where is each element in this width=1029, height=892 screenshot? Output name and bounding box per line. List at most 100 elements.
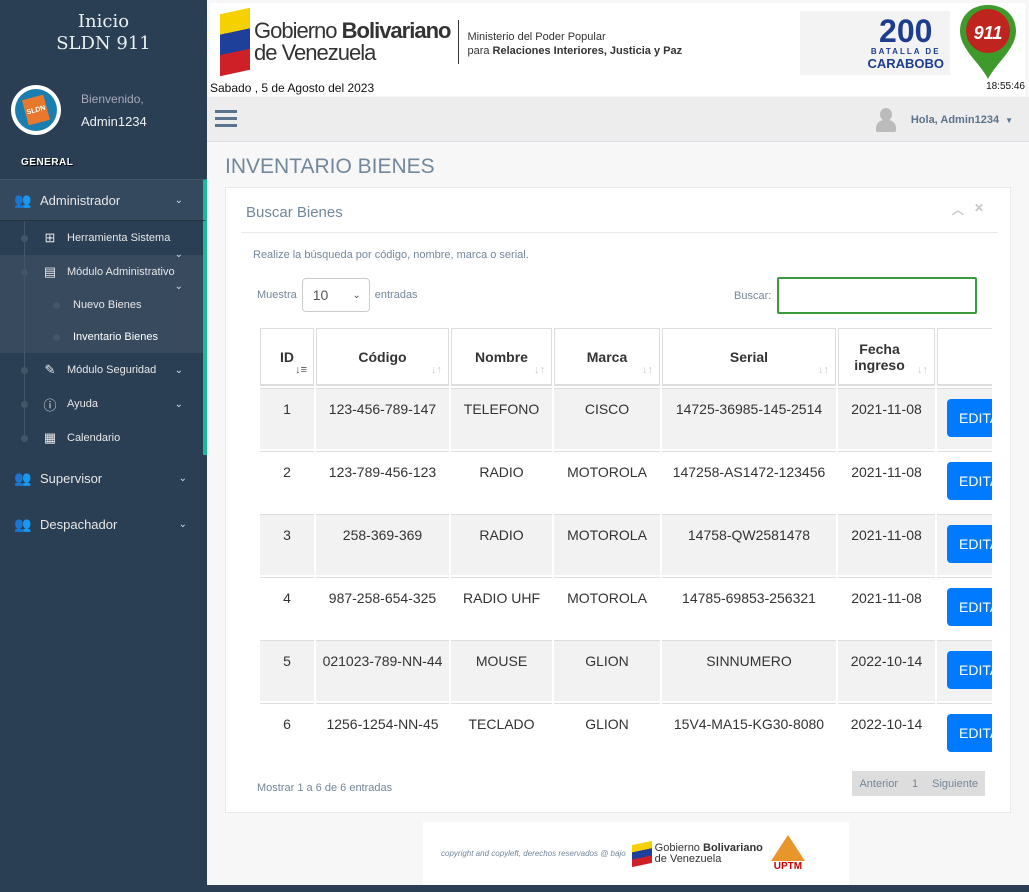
cell-codigo: 021023-789-NN-44: [316, 640, 449, 701]
edit-button[interactable]: EDITAR: [947, 399, 992, 437]
copyright-text: copyright and copyleft, derechos reserva…: [441, 849, 626, 858]
sort-icon: ↓↑: [431, 364, 442, 376]
cell-codigo: 123-789-456-123: [316, 451, 449, 512]
edit-button[interactable]: EDITAR: [947, 714, 992, 752]
users-icon: 👥: [14, 515, 32, 532]
menu-label: Módulo Administrativo: [67, 266, 175, 278]
menu-label: Supervisor: [40, 470, 103, 486]
header-label: Marca: [586, 348, 628, 365]
next-button[interactable]: Siguiente: [932, 777, 978, 790]
length-value: 10: [312, 287, 329, 303]
table-row: 3 258-369-369 RADIO MOTOROLA 14758-QW2581478…: [260, 514, 992, 575]
top-nav: Hola, Admin1234 ▼: [207, 97, 1029, 142]
gob-text: Gobierno: [254, 18, 338, 43]
users-icon: 👥: [14, 469, 32, 486]
menu-label: Inventario Bienes: [73, 331, 158, 343]
cell-action: EDITAR: [937, 577, 992, 638]
cell-nombre: RADIO: [451, 451, 552, 512]
close-icon[interactable]: ✕: [973, 201, 984, 215]
column-header-marca[interactable]: Marca ↓↑: [554, 328, 660, 386]
menu-calendario[interactable]: ▦ Calendario: [0, 421, 203, 455]
column-header-codigo[interactable]: Código ↓↑: [316, 328, 449, 386]
menu-toggle-icon[interactable]: [215, 110, 237, 131]
cell-codigo: 987-258-654-325: [316, 577, 449, 638]
column-header-actions: [937, 328, 992, 386]
cell-marca: CISCO: [554, 388, 660, 449]
edit-button[interactable]: EDITAR: [947, 651, 992, 689]
cell-nombre: TELEFONO: [451, 388, 552, 449]
edit-button[interactable]: EDITAR: [947, 525, 992, 563]
column-header-fecha[interactable]: Fecha ingreso ↓↑: [838, 328, 935, 386]
site-title-link[interactable]: Inicio SLDN 911: [0, 0, 207, 55]
cell-marca: MOTOROLA: [554, 577, 660, 638]
cell-nombre: TECLADO: [451, 703, 552, 764]
panel-title: Buscar Bienes: [246, 204, 343, 221]
header-label: Serial: [729, 348, 769, 365]
911-pin-icon: 911: [960, 5, 1016, 79]
menu-supervisor[interactable]: 👥 Supervisor ⌄: [0, 455, 207, 501]
menu-herramienta-sistema[interactable]: ⊞ Herramienta Sistema: [0, 221, 203, 255]
collapse-icon[interactable]: ︿: [951, 203, 964, 217]
page-length-select[interactable]: 10 ⌄: [301, 278, 370, 312]
user-dropdown[interactable]: Hola, Admin1234 ▼: [875, 108, 1013, 132]
sort-icon: ↓↑: [642, 364, 653, 376]
menu-ayuda[interactable]: ⓘ Ayuda ⌄: [0, 387, 203, 421]
page-1-button[interactable]: 1: [912, 777, 919, 790]
menu-label: Ayuda: [67, 398, 98, 410]
cell-action: EDITAR: [937, 451, 992, 512]
menu-modulo-seguridad[interactable]: ✎ Módulo Seguridad ⌄: [0, 353, 203, 387]
column-header-serial[interactable]: Serial ↓↑: [662, 328, 836, 386]
info-icon: ⓘ: [43, 397, 57, 413]
cell-codigo: 1256-1254-NN-45: [316, 703, 449, 764]
chevron-down-icon: ⌄: [178, 472, 187, 484]
cell-id: 4: [260, 577, 314, 638]
menu-label: Nuevo Bienes: [73, 299, 142, 311]
pin-text: 911: [974, 23, 1003, 43]
column-header-id[interactable]: ID ↓≡: [260, 328, 314, 386]
banner: Gobierno Bolivariano de Venezuela Ministe…: [210, 3, 1025, 96]
cell-marca: MOTOROLA: [554, 451, 660, 512]
edit-button[interactable]: EDITAR: [947, 588, 992, 626]
sidebar: Inicio SLDN 911 SLDN Bienvenido, Admin1234…: [0, 0, 207, 892]
page-title: INVENTARIO BIENES: [225, 155, 435, 178]
main-content: Gobierno Bolivariano de Venezuela Ministe…: [207, 0, 1029, 885]
cell-action: EDITAR: [937, 388, 992, 449]
section-title: GENERAL: [21, 157, 74, 168]
sort-icon: ↓↑: [917, 364, 928, 376]
menu-label: Módulo Seguridad: [67, 364, 157, 376]
menu-nuevo-bienes[interactable]: Nuevo Bienes: [0, 289, 203, 321]
gobierno-footer-logo: Gobierno Bolivariano de Venezuela: [631, 840, 763, 867]
search-input[interactable]: [777, 277, 978, 314]
prev-button[interactable]: Anterior: [859, 777, 898, 790]
menu-label: Herramienta Sistema: [67, 232, 171, 244]
cell-id: 6: [260, 703, 314, 764]
header-label: Código: [358, 348, 407, 365]
user-avatar-icon: [875, 108, 897, 132]
inventory-table: ID ↓≡ Código ↓↑ Nombre ↓↑ Marca ↓↑ Serial ↓↑ …: [258, 326, 992, 766]
cell-marca: GLION: [554, 703, 660, 764]
table-row: 5 021023-789-NN-44 MOUSE GLION SINNUMERO 2022…: [260, 640, 992, 701]
header-label: ID: [280, 348, 294, 365]
users-icon: 👥: [14, 191, 32, 208]
menu-administrador[interactable]: 👥 Administrador ⌄: [0, 179, 207, 221]
chevron-down-icon: ⌄: [174, 398, 183, 410]
sort-icon: ↓↑: [818, 364, 829, 376]
cell-serial: 14785-69853-256321: [662, 577, 836, 638]
brand-line2: SLDN 911: [56, 33, 151, 54]
chevron-down-icon: ⌄: [352, 289, 361, 301]
menu-label: Despachador: [40, 516, 118, 532]
calendar-icon: ▦: [43, 430, 57, 445]
cell-fecha: 2021-11-08: [838, 388, 935, 449]
menu-modulo-administrativo[interactable]: ▤ Módulo Administrativo ⌄ ⌄: [0, 249, 203, 292]
search-hint: Realize la búsqueda por código, nombre, …: [253, 249, 529, 261]
avatar: SLDN: [11, 85, 61, 135]
cell-id: 2: [260, 451, 314, 512]
edit-button[interactable]: EDITAR: [947, 462, 992, 500]
cell-codigo: 258-369-369: [316, 514, 449, 575]
sort-asc-icon: ↓≡: [295, 364, 307, 376]
sort-icon: ↓↑: [534, 364, 545, 376]
user-greeting: Hola, Admin1234: [910, 114, 1000, 126]
menu-despachador[interactable]: 👥 Despachador ⌄: [0, 501, 207, 547]
menu-inventario-bienes[interactable]: Inventario Bienes: [0, 321, 203, 353]
column-header-nombre[interactable]: Nombre ↓↑: [451, 328, 552, 386]
